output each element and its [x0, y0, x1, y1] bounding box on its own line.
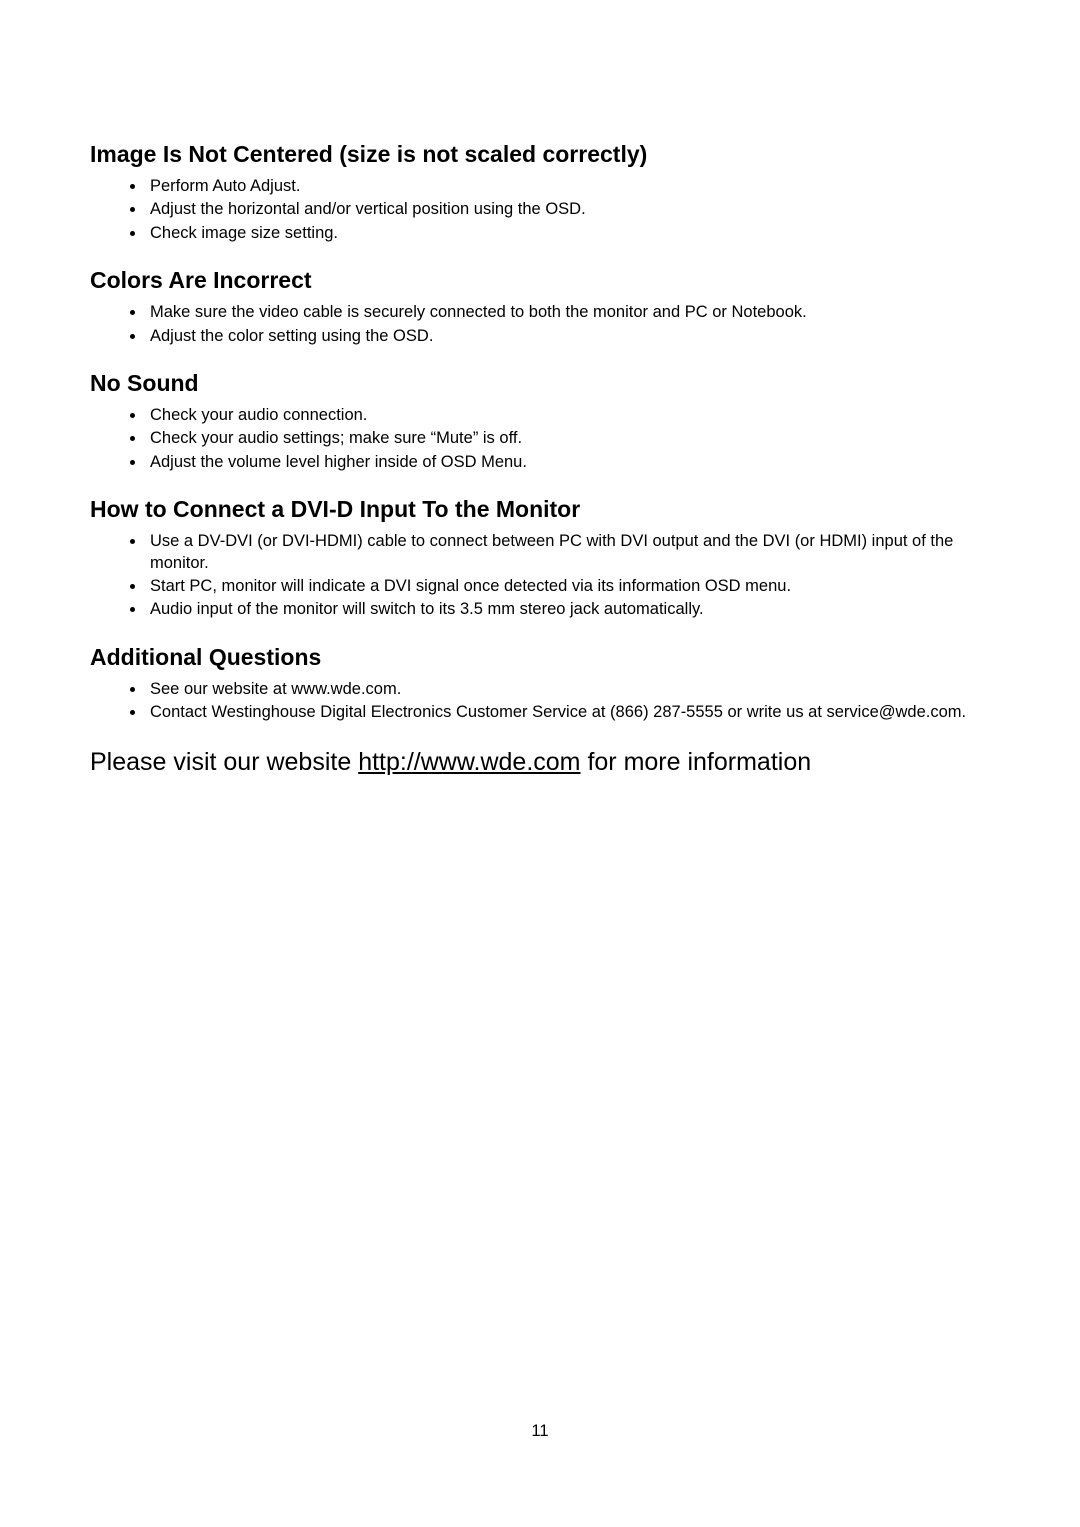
document-page: Image Is Not Centered (size is not scale… [0, 0, 1080, 778]
list-item: Perform Auto Adjust. [146, 176, 990, 197]
section-connect-dvi: How to Connect a DVI-D Input To the Moni… [90, 495, 990, 621]
section-colors-incorrect: Colors Are Incorrect Make sure the video… [90, 266, 990, 347]
list-item: Adjust the horizontal and/or vertical po… [146, 199, 990, 220]
section-heading: How to Connect a DVI-D Input To the Moni… [90, 495, 990, 525]
list-item: Start PC, monitor will indicate a DVI si… [146, 576, 990, 597]
bullet-list: See our website at www.wde.com. Contact … [90, 679, 990, 724]
bullet-list: Make sure the video cable is securely co… [90, 302, 990, 347]
list-item: Use a DV-DVI (or DVI-HDMI) cable to conn… [146, 531, 990, 574]
section-no-sound: No Sound Check your audio connection. Ch… [90, 369, 990, 473]
list-item: Check image size setting. [146, 223, 990, 244]
closing-line: Please visit our website http://www.wde.… [90, 746, 990, 779]
list-item: Make sure the video cable is securely co… [146, 302, 990, 323]
section-heading: Additional Questions [90, 643, 990, 673]
list-item: Contact Westinghouse Digital Electronics… [146, 702, 990, 723]
bullet-list: Use a DV-DVI (or DVI-HDMI) cable to conn… [90, 531, 990, 621]
section-image-not-centered: Image Is Not Centered (size is not scale… [90, 140, 990, 244]
list-item: Check your audio settings; make sure “Mu… [146, 428, 990, 449]
closing-text-before: Please visit our website [90, 748, 358, 776]
section-heading: Colors Are Incorrect [90, 266, 990, 296]
list-item: Audio input of the monitor will switch t… [146, 599, 990, 620]
bullet-list: Check your audio connection. Check your … [90, 405, 990, 473]
section-heading: Image Is Not Centered (size is not scale… [90, 140, 990, 170]
list-item: Adjust the color setting using the OSD. [146, 326, 990, 347]
closing-text-after: for more information [581, 748, 812, 776]
section-additional-questions: Additional Questions See our website at … [90, 643, 990, 724]
website-link[interactable]: http://www.wde.com [358, 748, 580, 776]
list-item: Adjust the volume level higher inside of… [146, 452, 990, 473]
list-item: See our website at www.wde.com. [146, 679, 990, 700]
section-heading: No Sound [90, 369, 990, 399]
list-item: Check your audio connection. [146, 405, 990, 426]
bullet-list: Perform Auto Adjust. Adjust the horizont… [90, 176, 990, 244]
page-number: 11 [0, 1422, 1080, 1441]
